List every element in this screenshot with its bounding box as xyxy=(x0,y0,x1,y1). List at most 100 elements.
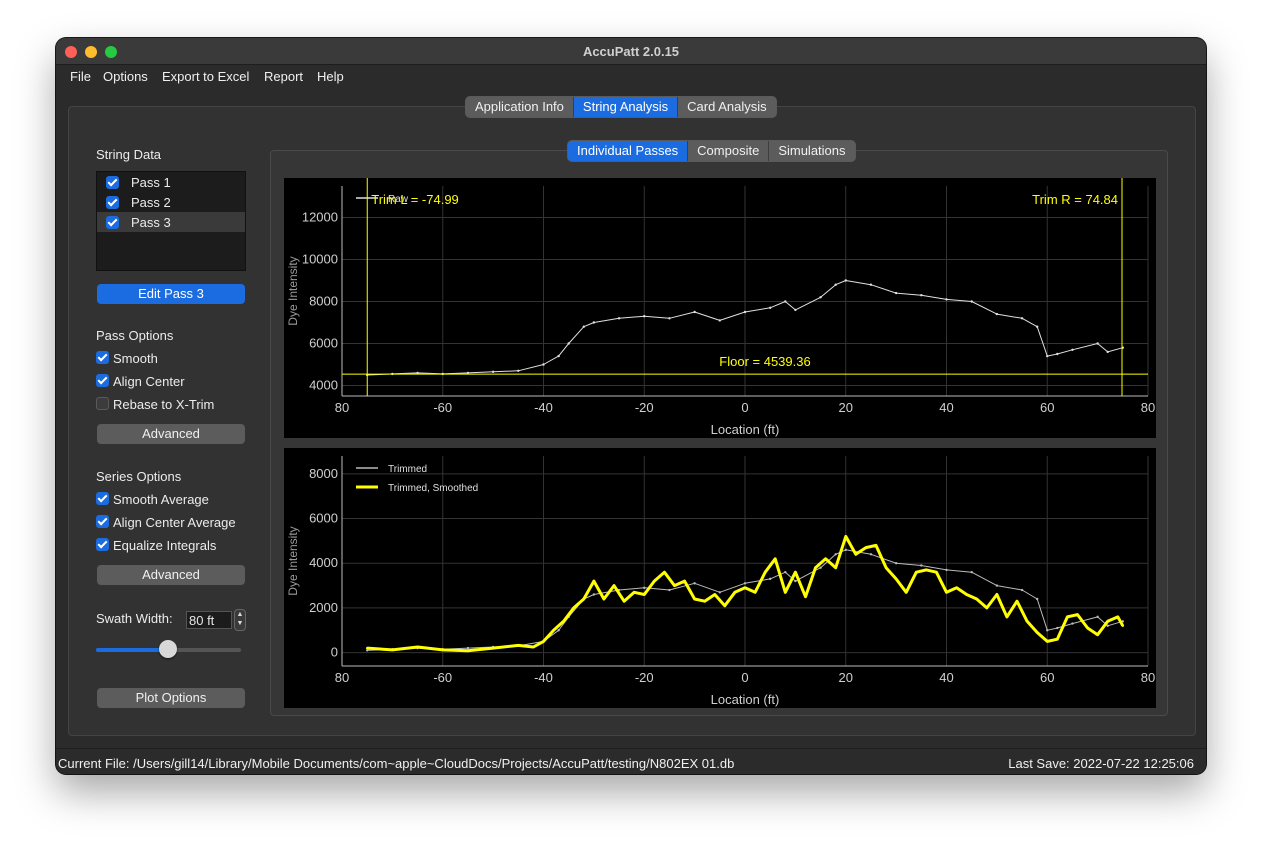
data-point xyxy=(743,586,747,590)
data-point xyxy=(854,553,858,556)
data-point xyxy=(693,310,696,314)
chart-tab-bar: Individual Passes Composite Simulations xyxy=(567,140,856,162)
data-point xyxy=(945,568,948,572)
data-point xyxy=(365,649,369,652)
tab-simulations[interactable]: Simulations xyxy=(778,143,846,158)
pass-3-checkbox[interactable] xyxy=(106,216,119,229)
data-point xyxy=(617,317,621,320)
smooth-average-label: Smooth Average xyxy=(113,492,209,507)
data-point xyxy=(970,570,973,574)
pass-options-title: Pass Options xyxy=(96,328,174,343)
data-point xyxy=(1046,354,1049,358)
list-item[interactable]: Pass 3 xyxy=(97,212,245,232)
data-point xyxy=(985,606,988,610)
tab-card-analysis[interactable]: Card Analysis xyxy=(687,99,767,114)
menu-help[interactable]: Help xyxy=(317,69,344,84)
swath-width-field[interactable]: 80 ft xyxy=(186,611,232,629)
current-file-label: Current File: /Users/gill14/Library/Mobi… xyxy=(58,756,735,771)
data-point xyxy=(466,646,470,650)
data-point xyxy=(1020,588,1024,592)
data-point xyxy=(1056,352,1059,356)
data-point xyxy=(491,646,495,650)
data-point xyxy=(935,570,938,574)
series-options-title: Series Options xyxy=(96,469,182,484)
data-point xyxy=(552,629,555,632)
trim-right-label: Trim R = 74.84 xyxy=(1032,192,1118,207)
data-point xyxy=(592,321,596,324)
data-point xyxy=(532,645,535,649)
data-point xyxy=(602,597,606,601)
smooth-checkbox[interactable] xyxy=(96,351,109,364)
data-point xyxy=(466,371,470,375)
data-point xyxy=(915,570,918,574)
pass-2-checkbox[interactable] xyxy=(106,196,119,209)
data-point xyxy=(718,319,722,322)
data-point xyxy=(874,544,878,547)
minimize-window-button[interactable] xyxy=(85,46,97,58)
data-point xyxy=(768,306,772,309)
data-point xyxy=(517,369,520,372)
data-point xyxy=(920,564,923,567)
menu-export-to-excel[interactable]: Export to Excel xyxy=(162,69,250,84)
align-center-average-checkbox[interactable] xyxy=(96,515,109,528)
data-point xyxy=(733,591,737,594)
menu-report[interactable]: Report xyxy=(264,69,304,84)
y-tick-label: 6000 xyxy=(309,511,338,526)
swath-width-stepper[interactable]: ▲ ▼ xyxy=(234,609,246,631)
y-tick-label: 12000 xyxy=(302,210,338,225)
data-point xyxy=(768,577,772,581)
data-point xyxy=(970,300,973,303)
edit-pass-button[interactable]: Edit Pass 3 xyxy=(97,284,245,304)
data-point xyxy=(955,586,958,590)
data-point xyxy=(668,317,671,320)
y-tick-label: 4000 xyxy=(309,555,338,570)
data-point xyxy=(1071,622,1074,625)
x-tick-label: -20 xyxy=(635,670,654,685)
list-item[interactable]: Pass 1 xyxy=(97,172,245,192)
tab-string-analysis[interactable]: String Analysis xyxy=(573,97,679,117)
floor-label: Floor = 4539.36 xyxy=(719,354,810,369)
data-point xyxy=(945,298,948,301)
data-point xyxy=(819,296,822,299)
trimmed-plot[interactable]: 80 -60 -40 -20 0 20 40 60 80 0 2000 4000 6000 8000 Loc… xyxy=(284,448,1156,708)
data-point xyxy=(557,629,560,632)
menu-options[interactable]: Options xyxy=(103,69,148,84)
data-point xyxy=(542,640,545,643)
data-point xyxy=(542,363,545,366)
smooth-average-checkbox[interactable] xyxy=(96,492,109,505)
data-point xyxy=(869,553,873,556)
raw-plot[interactable]: 80 -60 -40 -20 0 20 40 60 80 4000 6000 8000 10000 120… xyxy=(284,178,1156,438)
tab-individual-passes[interactable]: Individual Passes xyxy=(568,141,689,161)
series-advanced-button[interactable]: Advanced xyxy=(97,565,245,585)
data-point xyxy=(884,566,888,569)
pass-1-checkbox[interactable] xyxy=(106,176,119,189)
tab-application-info[interactable]: Application Info xyxy=(466,97,574,117)
rebase-to-x-trim-checkbox[interactable] xyxy=(96,397,109,410)
y-tick-label: 0 xyxy=(331,645,338,660)
equalize-integrals-checkbox[interactable] xyxy=(96,538,109,551)
x-tick-label: -40 xyxy=(534,670,553,685)
menu-file[interactable]: File xyxy=(70,69,91,84)
window-title: AccuPatt 2.0.15 xyxy=(582,44,680,59)
swath-width-slider-knob[interactable] xyxy=(159,640,177,658)
plot-options-button[interactable]: Plot Options xyxy=(97,688,245,708)
data-point xyxy=(517,644,520,647)
data-point xyxy=(995,593,999,596)
pass-1-label: Pass 1 xyxy=(131,175,171,190)
rebase-to-x-trim-label: Rebase to X-Trim xyxy=(113,397,215,412)
x-tick-label: 40 xyxy=(939,400,953,415)
close-window-button[interactable] xyxy=(65,46,77,58)
tab-composite[interactable]: Composite xyxy=(688,141,770,161)
x-tick-label: 40 xyxy=(939,670,953,685)
list-item[interactable]: Pass 2 xyxy=(97,192,245,212)
data-point xyxy=(1066,615,1069,619)
align-center-label: Align Center xyxy=(113,374,185,389)
data-point xyxy=(864,546,868,549)
pass-advanced-button[interactable]: Advanced xyxy=(97,424,245,444)
zoom-window-button[interactable] xyxy=(105,46,117,58)
data-point xyxy=(1015,600,1019,603)
align-center-checkbox[interactable] xyxy=(96,374,109,387)
data-point xyxy=(844,548,847,552)
pass-3-label: Pass 3 xyxy=(131,215,171,230)
data-point xyxy=(582,597,585,601)
